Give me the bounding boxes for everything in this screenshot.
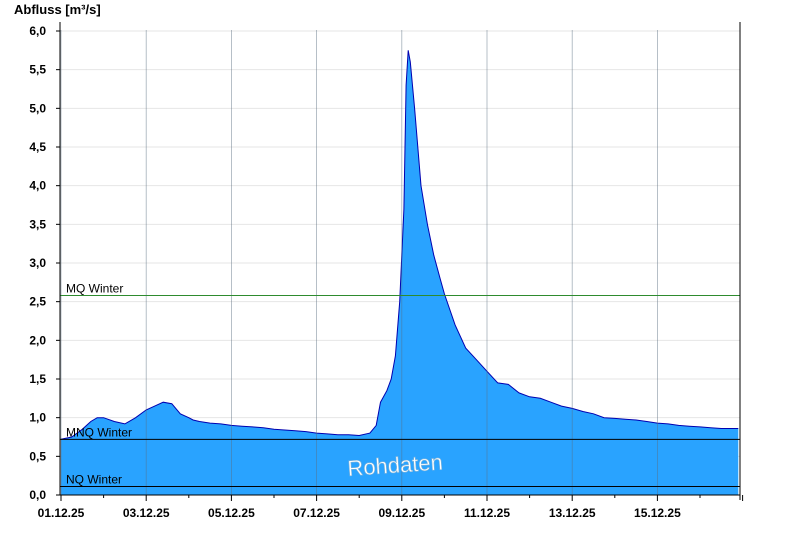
y-tick-label: 1,5 [29,372,46,386]
y-tick-label: 5,0 [29,101,46,115]
discharge-area [61,50,739,496]
y-tick-label: 3,5 [29,217,46,231]
y-tick-label: 0,0 [29,488,46,502]
x-tick-label: 07.12.25 [293,506,340,520]
y-tick-label: 1,0 [29,411,46,425]
y-tick-label: 5,5 [29,63,46,77]
x-tick-label: 11.12.25 [464,506,510,520]
x-tick-label: 09.12.25 [378,506,425,520]
y-tick-label: 0,5 [29,449,46,463]
y-tick-labels: 0,0 0,5 1,0 1,5 2,0 2,5 3,0 3,5 4,0 4,5 5,0 5,5 6,0 [29,24,60,502]
reference-line-label: MNQ Winter [66,425,132,439]
reference-line-label: NQ Winter [66,472,122,486]
discharge-line [60,50,739,440]
x-tick-labels: 01.12.25 03.12.25 05.12.25 07.12.25 09.12.25… [38,495,744,520]
x-tick-label: 03.12.25 [123,506,170,520]
y-tick-label: 3,0 [29,256,46,270]
y-tick-label: 4,5 [29,140,46,154]
reference-lines: MQ Winter MNQ Winter NQ Winter [60,281,740,487]
y-tick-label: 2,0 [29,333,46,347]
y-axis-title: Abfluss [m³/s] [14,2,101,17]
x-tick-label: 01.12.25 [38,506,85,520]
x-tick-label: 15.12.25 [634,506,681,520]
y-tick-label: 4,0 [29,179,46,193]
vertical-grid [60,30,658,495]
y-tick-label: 6,0 [29,24,46,38]
reference-line-label: MQ Winter [66,281,123,295]
x-tick-label: 05.12.25 [208,506,255,520]
x-tick-label: 13.12.25 [549,506,596,520]
y-tick-label: 2,5 [29,295,46,309]
axes [56,22,741,500]
